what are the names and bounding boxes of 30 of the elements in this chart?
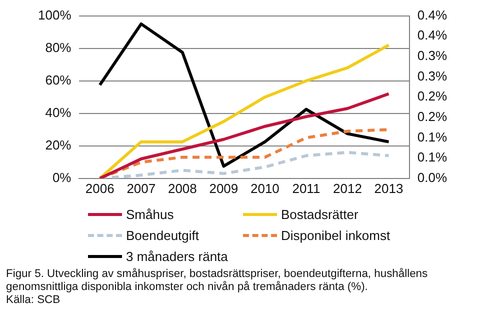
text: Figur 5. Utveckling av småhuspriser, bostadsrättspriser, boendeutgifterna, hushållens genomsnittliga disponibla inkomster och nivån på tremånaders ränta (%).	[6, 268, 429, 294]
y-tick-label: 20%	[45, 137, 72, 152]
y-tick-label: 40%	[45, 104, 72, 120]
x-tick-label: 2007	[126, 180, 156, 196]
y-tick-label: 80%	[45, 40, 72, 55]
y2-tick-label: 0.0%	[417, 170, 448, 185]
y2-tick-label: 0.1%	[417, 150, 448, 165]
legend-label: Disponibel inkomst	[281, 228, 390, 243]
legend-label: Bostadsrätter	[281, 207, 358, 222]
legend-label: Småhus	[126, 207, 174, 222]
y2-tick-label: 0.2%	[417, 88, 448, 104]
y2-tick-label: 0.2%	[417, 109, 448, 124]
x-tick-label: 2013	[374, 180, 404, 196]
text: Källa: SCB	[6, 294, 62, 307]
x-tick-label: 2009	[209, 180, 238, 196]
legend-label: 3 månaders ränta	[126, 249, 228, 264]
y2-tick-label: 0.4%	[417, 7, 448, 22]
y2-tick-label: 0.4%	[417, 28, 448, 43]
y-tick-label: 60%	[45, 72, 72, 88]
y2-tick-label: 0.1%	[417, 129, 448, 144]
y2-tick-label: 0.3%	[417, 48, 448, 64]
y-tick-label: 100%	[38, 7, 72, 22]
x-tick-label: 2006	[85, 180, 114, 196]
x-tick-label: 2010	[250, 180, 280, 196]
x-tick-label: 2012	[333, 180, 362, 196]
y2-tick-label: 0.3%	[417, 68, 448, 84]
legend-label: Boendeutgift	[126, 228, 200, 243]
x-tick-label: 2011	[292, 180, 320, 196]
y-tick-label: 0%	[52, 170, 72, 185]
x-tick-label: 2008	[168, 180, 197, 196]
